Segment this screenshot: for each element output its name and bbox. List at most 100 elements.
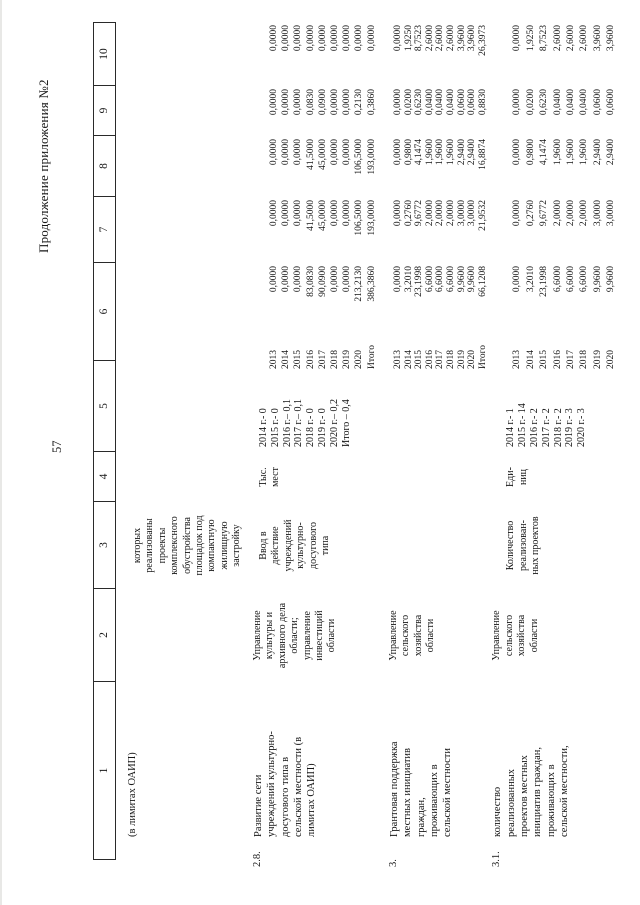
finance-value: 41,5000	[305, 139, 316, 170]
finance-value: 4,1474	[414, 139, 425, 166]
finance-value: 3,9600	[456, 25, 467, 52]
row-number: 3.	[388, 859, 399, 867]
finance-value: 0,0200	[403, 89, 414, 116]
executor-cell: Управление культуры и архивного дела обл…	[252, 602, 338, 669]
finance-value: 2,6000	[579, 25, 590, 52]
finance-year-label: 2016	[424, 350, 435, 369]
finance-value: 0,0000	[305, 25, 316, 52]
finance-value: 1,9250	[403, 25, 414, 52]
finance-row: 2016 6,6000 2,0000 1,9600 0,0400 2,6000	[425, 22, 436, 371]
finance-value: 0,0000	[393, 89, 403, 116]
finance-value: 3,9600	[606, 25, 617, 52]
finance-row: 2020 9,9600 3,0000 2,9400 0,0600 3,9600	[467, 22, 478, 371]
finance-value: 9,9600	[606, 266, 617, 293]
finance-value: 0,0830	[305, 89, 316, 116]
finance-value: 0,0400	[435, 89, 446, 116]
finance-row: 2020 9,9600 3,0000 2,9400 0,0600 3,9600	[605, 22, 618, 371]
activity-name-cell: 3. Грантовая поддержка местных инициатив…	[388, 682, 488, 867]
finance-value: 9,6772	[539, 200, 550, 227]
finance-year-label: 2018	[445, 350, 456, 369]
finance-value: 0,0400	[424, 89, 435, 116]
table-row-2-8: 2.8. Развитие сети учреждений культурно-…	[246, 22, 386, 867]
finance-value: 0,0000	[269, 25, 279, 52]
finance-value: 66,1208	[477, 266, 488, 297]
activity-name: Грантовая поддержка местных инициатив гр…	[389, 741, 454, 837]
finance-row: 2016 6,6000 2,0000 1,9600 0,0400 2,6000	[552, 22, 565, 371]
finance-row: 2015 23,1998 9,6772 4,1474 0,6230 8,7523	[538, 22, 551, 371]
column-number-header-row: 1 2 3 4 5 6 7 8 9 10	[93, 22, 116, 860]
finance-value: 0,8830	[477, 89, 488, 116]
finance-value: 2,6000	[565, 25, 576, 52]
finance-row: 2019 9,9600 3,0000 2,9400 0,0600 3,9600	[592, 22, 605, 371]
finance-row: Итого 66,1208 21,9532 16,8874 0,8830 26,3973	[478, 22, 489, 371]
finance-year-label: 2019	[342, 350, 353, 369]
finance-value: 0,0000	[393, 139, 403, 166]
finance-value: 0,0900	[317, 89, 328, 116]
finance-row: 2016 83,0830 41,5000 41,5000 0,0830 0,0000	[305, 22, 317, 371]
finance-value: 0,0000	[512, 266, 523, 293]
finance-value: 0,0000	[512, 25, 523, 52]
activity-name-cell: 3.1. количество реализованных проектов м…	[491, 682, 640, 867]
finance-value: 0,0000	[330, 200, 341, 227]
finance-year-label: 2016	[305, 350, 316, 369]
finance-year-label: 2020	[606, 350, 617, 369]
indicator-values-cell	[388, 361, 488, 452]
finance-value: 0,0000	[342, 266, 353, 293]
finance-value: 0,0000	[512, 139, 523, 166]
finance-value: 9,9600	[456, 266, 467, 293]
activity-name-cell: 2.8. Развитие сети учреждений культурно-…	[252, 682, 386, 867]
finance-value: 83,0830	[305, 266, 316, 297]
column-header-9: 9	[94, 86, 115, 136]
finance-value: 23,1998	[539, 266, 550, 297]
finance-value: 0,0000	[281, 25, 292, 52]
finance-value: 2,0000	[579, 200, 590, 227]
finance-row: 2015 0,0000 0,0000 0,0000 0,0000 0,0000	[292, 22, 304, 371]
finance-value: 0,0000	[393, 266, 403, 293]
finance-value: 0,0400	[565, 89, 576, 116]
page-number: 57	[50, 440, 64, 454]
finance-value: 1,9250	[525, 25, 536, 52]
column-header-10: 10	[94, 22, 115, 86]
finance-value: 0,9800	[525, 139, 536, 166]
finance-value: 0,0000	[342, 200, 353, 227]
finance-value: 0,0000	[269, 89, 279, 116]
unit-cell: Тыс. мест	[258, 467, 282, 487]
indicator-cell: Ввод в действие учреждений культурно- до…	[258, 519, 331, 572]
finance-value: 3,9600	[467, 25, 478, 52]
finance-year-label: 2017	[317, 350, 328, 369]
finance-value: 1,9600	[579, 139, 590, 166]
finance-year-label: 2013	[393, 350, 403, 369]
column-header-8: 8	[94, 136, 115, 197]
program-indicators-table: 1 2 3 4 5 6 7 8 9 10 (в лимитах ОАИП) ко…	[93, 22, 640, 867]
scan-edge-shadow	[0, 0, 2, 905]
finance-value: 0,0000	[269, 266, 279, 293]
finance-row: 2013 0,0000 0,0000 0,0000 0,0000 0,0000	[268, 22, 280, 371]
activity-name: Развитие сети учреждений культурно- досу…	[253, 731, 318, 837]
finance-value: 0,0000	[281, 200, 292, 227]
finance-value: 90,0900	[317, 266, 328, 297]
finance-row: 2014 3,2010 0,2760 0,9800 0,0200 1,9250	[525, 22, 538, 371]
finance-value: 1,9600	[435, 139, 446, 166]
column-header-4: 4	[94, 452, 115, 502]
finance-value: 0,0000	[342, 25, 353, 52]
finance-value: 3,9600	[592, 25, 603, 52]
finance-value: 0,0200	[525, 89, 536, 116]
finance-year-label: 2014	[525, 350, 536, 369]
finance-year-label: 2018	[579, 350, 590, 369]
finance-value: 2,6000	[552, 25, 563, 52]
finance-year-label: 2019	[456, 350, 467, 369]
finance-value: 1,9600	[445, 139, 456, 166]
finance-value: 0,2760	[525, 200, 536, 227]
finance-year-label: 2014	[281, 350, 292, 369]
finance-value: 0,0400	[552, 89, 563, 116]
finance-value: 2,0000	[565, 200, 576, 227]
finance-row: 2017 90,0900 45,0000 45,0000 0,0900 0,0000	[317, 22, 329, 371]
finance-value: 3,2010	[403, 266, 414, 293]
finance-value: 6,6000	[424, 266, 435, 293]
indicator-values-cell: 2014 г.- 1 2015 г.- 14 2016 г.- 2 2017 г…	[505, 403, 588, 447]
finance-value: 0,0600	[456, 89, 467, 116]
finance-year-label: 2016	[552, 350, 563, 369]
row-number: 3.1.	[491, 851, 503, 867]
finance-value: 23,1998	[414, 266, 425, 297]
